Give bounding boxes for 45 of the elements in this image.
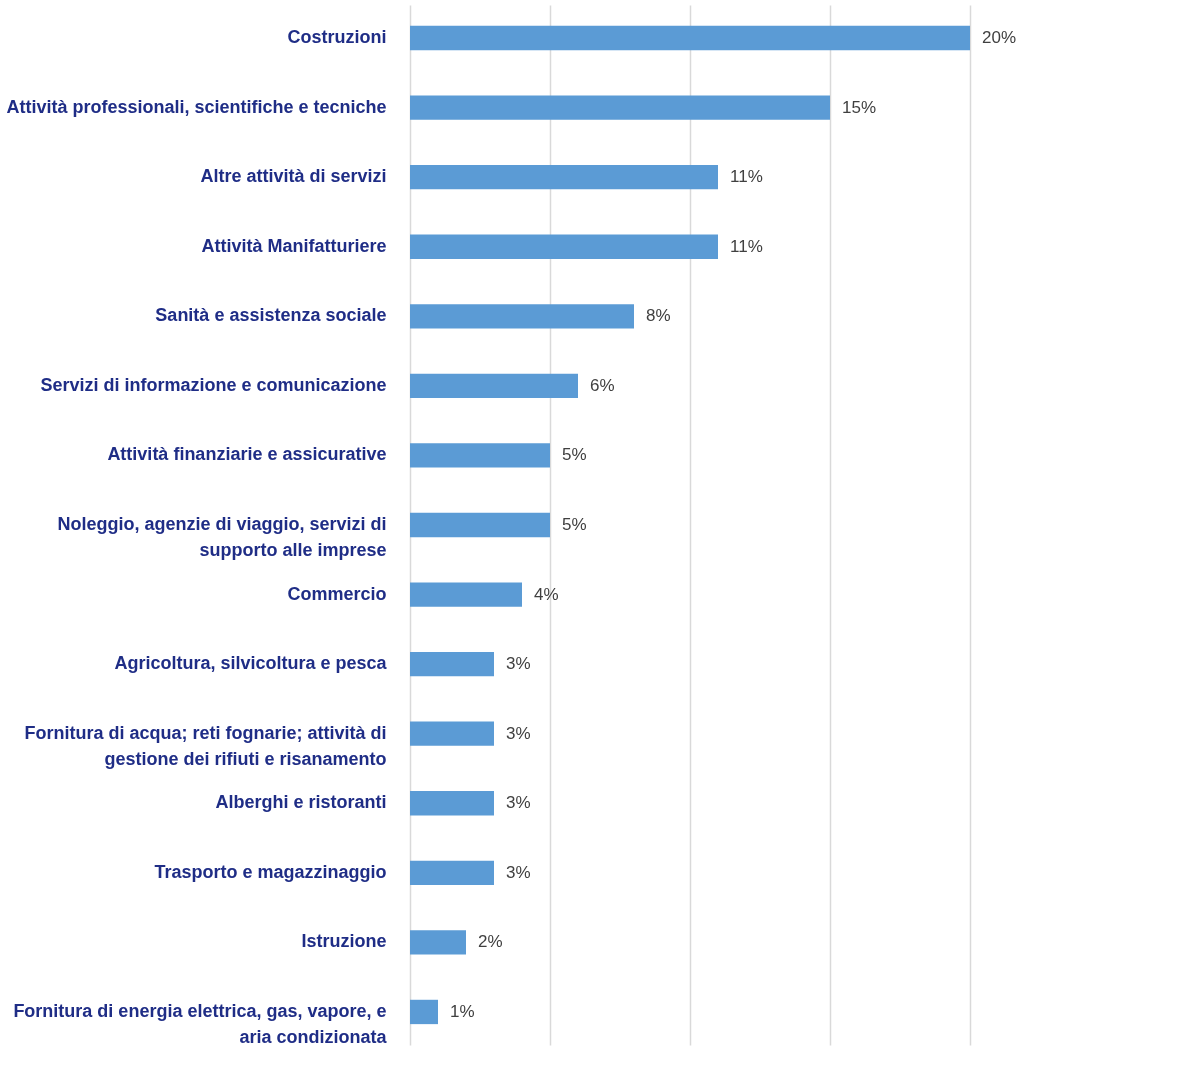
data-label: 6% <box>590 375 615 395</box>
bar <box>410 373 578 399</box>
data-label: 3% <box>506 793 531 813</box>
y-tick-label: Attività professionali, scientifiche e tecniche <box>6 96 387 117</box>
y-tick-label: Fornitura di acqua; reti fognarie; attività di gestione dei rifiuti e risanamento <box>24 722 387 769</box>
data-label: 11% <box>730 236 763 256</box>
bar <box>410 930 466 955</box>
data-label: 4% <box>534 584 559 604</box>
y-tick-label: Agricoltura, silvicoltura e pesca <box>114 653 388 674</box>
y-tick-label: Sanità e assistenza sociale <box>155 305 387 326</box>
y-tick-label: Fornitura di energia elettrica, gas, vapore, e aria condizionata <box>13 1000 388 1047</box>
bar <box>410 651 494 677</box>
y-tick-label: Commercio <box>287 583 387 604</box>
bar <box>410 582 522 607</box>
bar <box>410 234 718 259</box>
data-label: 5% <box>562 445 587 465</box>
y-tick-label: Attività Manifatturiere <box>201 235 387 256</box>
bar <box>410 721 494 746</box>
bar <box>410 791 494 816</box>
data-label: 2% <box>478 932 503 952</box>
bar <box>410 999 438 1025</box>
data-label: 11% <box>730 167 763 187</box>
y-tick-label: Attività finanziarie e assicurative <box>107 444 387 465</box>
y-tick-label: Costruzioni <box>287 27 387 48</box>
data-label: 15% <box>842 97 877 117</box>
bar <box>410 25 970 51</box>
bar <box>410 95 830 120</box>
data-label: 3% <box>506 723 531 743</box>
bar <box>410 860 494 885</box>
y-tick-label: Servizi di informazione e comunicazione <box>40 374 387 395</box>
bar <box>410 512 550 538</box>
bar <box>410 304 634 329</box>
bar <box>410 165 718 190</box>
data-label: 3% <box>506 654 531 674</box>
y-tick-label: Noleggio, agenzie di viaggio, servizi di supporto alle imprese <box>57 514 387 560</box>
y-tick-label: Trasporto e magazzinaggio <box>154 861 387 882</box>
data-label: 8% <box>646 306 671 326</box>
data-label: 20% <box>982 28 1017 48</box>
data-label: 5% <box>562 515 587 534</box>
y-tick-label: Alberghi e ristoranti <box>215 792 387 813</box>
data-label: 3% <box>506 862 531 882</box>
bar <box>410 443 550 468</box>
y-tick-label: Altre attività di servizi <box>200 166 387 187</box>
data-label: 1% <box>450 1001 475 1021</box>
y-tick-label: Istruzione <box>301 931 387 952</box>
